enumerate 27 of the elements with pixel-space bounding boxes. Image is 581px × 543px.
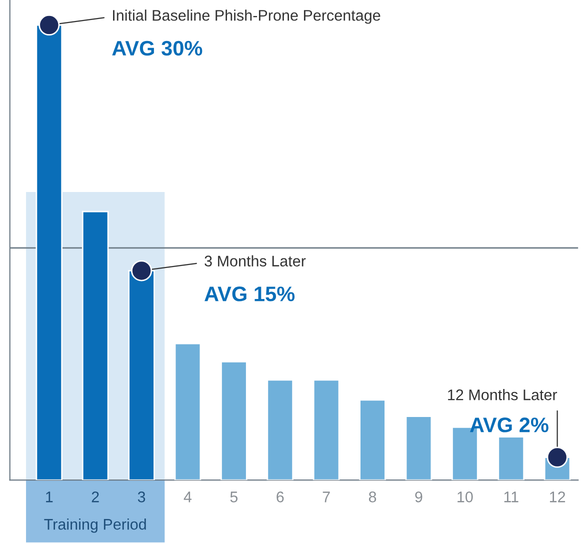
annotation: AVG 15% — [204, 286, 295, 302]
annotation: Initial Baseline Phish-Prone Percentage — [113, 10, 380, 24]
x-tick-label: 1 — [46, 492, 53, 502]
bar — [266, 379, 294, 480]
x-tick-label: 2 — [92, 492, 99, 502]
x-tick-label: 9 — [415, 492, 422, 502]
x-tick-label: 10 — [458, 492, 473, 502]
x-tick-label: 5 — [230, 492, 238, 502]
bar — [498, 436, 525, 480]
bar — [405, 416, 432, 480]
annotation: AVG 30% — [112, 40, 202, 56]
x-tick-label: 7 — [322, 492, 330, 502]
annotation: AVG 2% — [470, 418, 548, 432]
bar — [359, 399, 386, 480]
x-tick-label: 6 — [276, 492, 284, 502]
x-tick-label: 11 — [504, 492, 518, 502]
bar — [220, 361, 248, 480]
annotation: 12 Months Later — [448, 389, 558, 400]
bar — [174, 342, 202, 480]
band-label: Training Period — [44, 518, 146, 533]
annotation: 3 Months Later — [204, 255, 306, 266]
bar — [312, 379, 340, 480]
x-tick-label: 12 — [550, 492, 566, 502]
x-tick-label: 4 — [184, 492, 192, 502]
x-tick-label: 8 — [368, 492, 376, 502]
x-tick-label: 3 — [138, 492, 146, 502]
bar — [82, 210, 109, 480]
